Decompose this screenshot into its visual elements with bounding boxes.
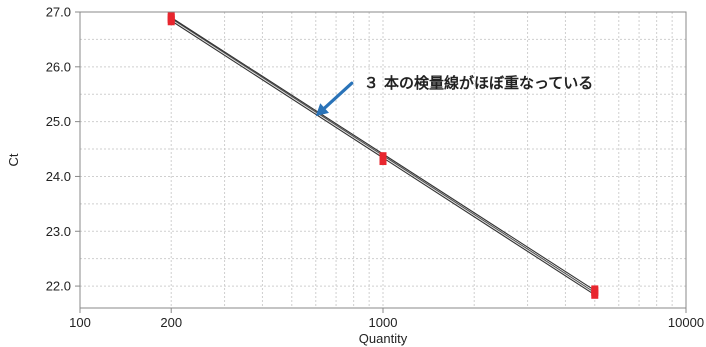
y-tick-label: 26.0 bbox=[46, 59, 71, 74]
y-axis-title: Ct bbox=[6, 153, 21, 166]
x-tick-label: 10000 bbox=[668, 315, 704, 330]
grid bbox=[80, 12, 686, 308]
annotation-text: ３ 本の検量線がほぼ重なっている bbox=[364, 74, 593, 92]
y-axis: 22.0 23.0 24.0 25.0 26.0 27.0 bbox=[46, 5, 80, 294]
y-tick-label: 23.0 bbox=[46, 224, 71, 239]
y-tick-label: 25.0 bbox=[46, 114, 71, 129]
x-axis: 100 200 1000 10000 bbox=[69, 308, 704, 330]
data-point bbox=[591, 285, 599, 295]
data-point bbox=[379, 152, 387, 162]
x-tick-label: 100 bbox=[69, 315, 91, 330]
annotation: ３ 本の検量線がほぼ重なっている bbox=[315, 74, 593, 117]
annotation-arrow-icon bbox=[321, 81, 354, 112]
x-tick-label: 1000 bbox=[369, 315, 398, 330]
data-points bbox=[167, 12, 599, 299]
y-tick-label: 24.0 bbox=[46, 169, 71, 184]
x-tick-label: 200 bbox=[160, 315, 182, 330]
annotation-arrow-head bbox=[315, 103, 330, 117]
y-tick-label: 27.0 bbox=[46, 5, 71, 20]
data-point bbox=[167, 12, 175, 22]
x-axis-title: Quantity bbox=[359, 331, 408, 346]
y-tick-label: 22.0 bbox=[46, 279, 71, 294]
